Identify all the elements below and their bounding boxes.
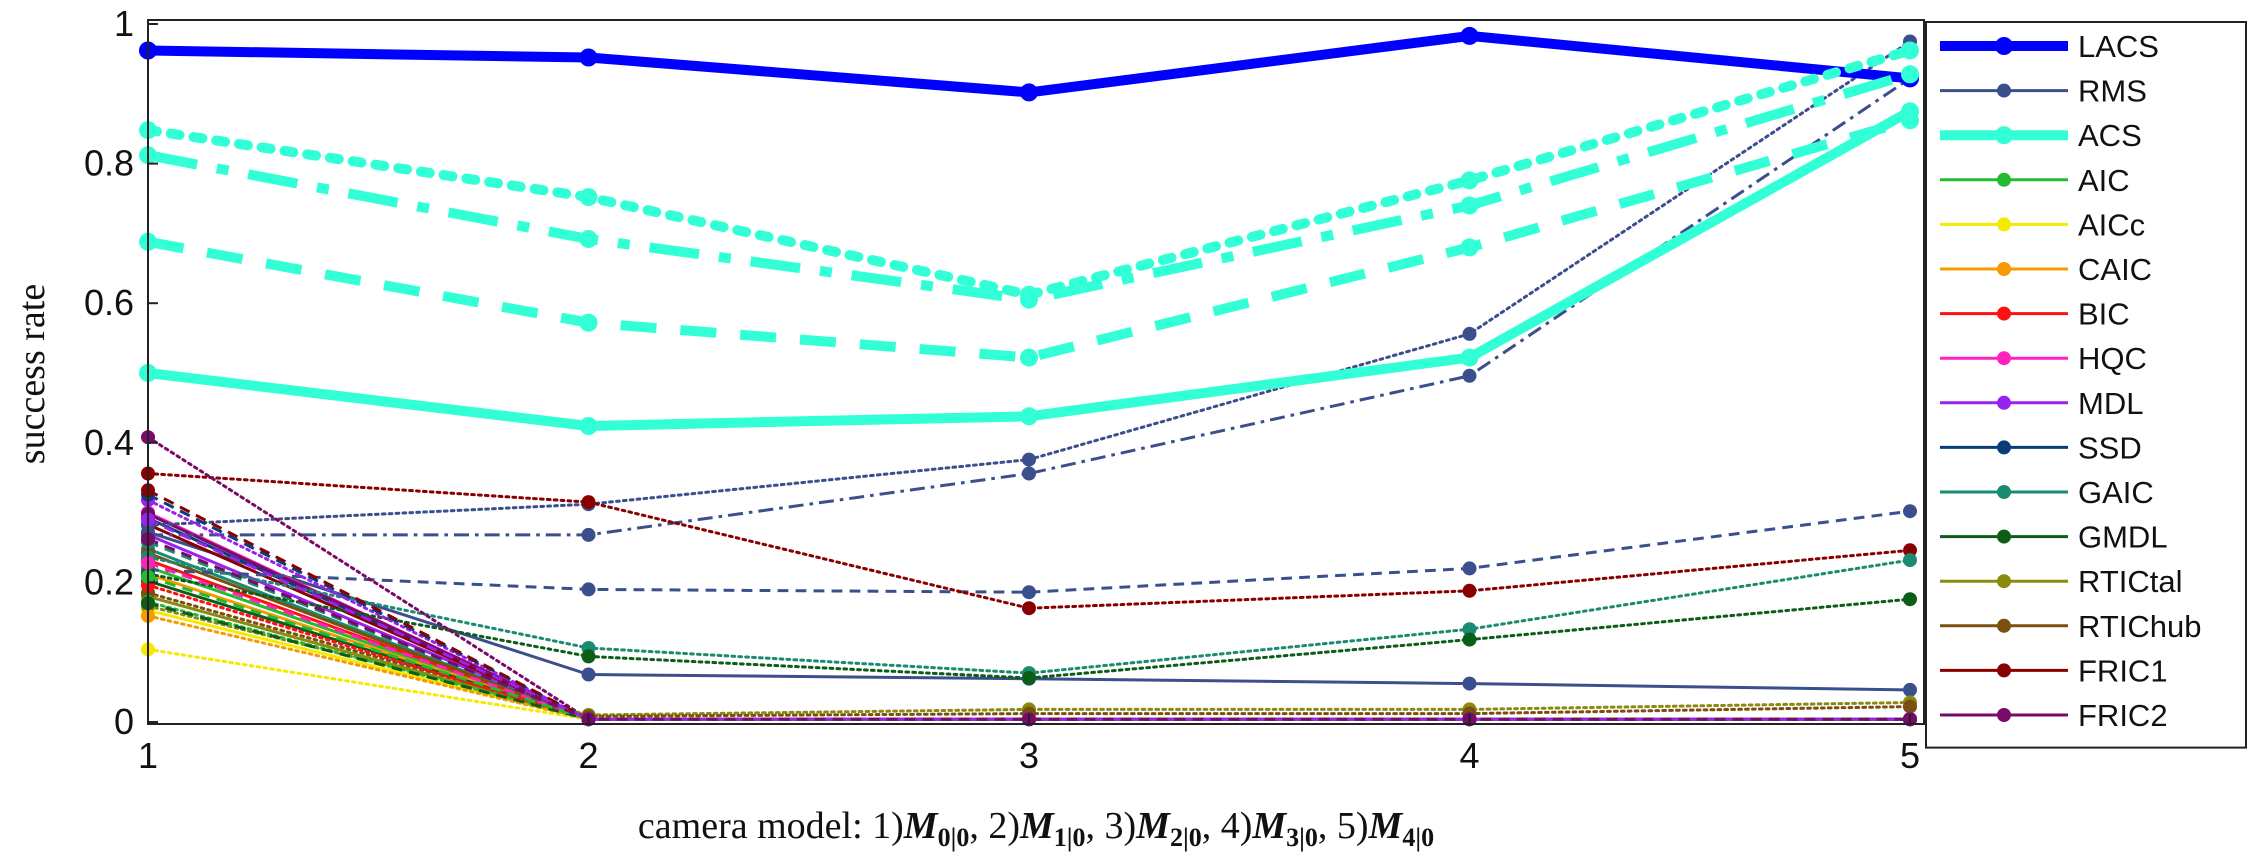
legend-marker bbox=[1997, 217, 2011, 232]
series-point bbox=[1903, 543, 1917, 558]
series-point bbox=[1022, 601, 1036, 616]
legend-marker bbox=[1997, 708, 2011, 722]
legend-label: ACS bbox=[2078, 118, 2142, 153]
legend-marker bbox=[1997, 395, 2011, 410]
series-point bbox=[1462, 676, 1477, 691]
series-point bbox=[1020, 285, 1038, 304]
legend-marker bbox=[1995, 37, 2013, 55]
x-tick-label: 1 bbox=[138, 735, 158, 776]
legend-marker bbox=[1997, 83, 2011, 98]
series-point bbox=[1903, 592, 1917, 607]
y-tick-label: 0.4 bbox=[84, 422, 134, 463]
series-point bbox=[1903, 504, 1917, 519]
y-tick-label: 0.2 bbox=[84, 561, 134, 602]
series-point bbox=[1460, 196, 1479, 215]
legend-label: FRIC1 bbox=[2078, 653, 2168, 688]
series-point bbox=[1460, 238, 1479, 257]
series-line bbox=[146, 472, 1912, 610]
legend-label: RTIChub bbox=[2078, 609, 2202, 644]
series-point bbox=[1462, 326, 1477, 341]
series-line bbox=[146, 435, 1912, 721]
legend-label: AICc bbox=[2078, 207, 2145, 242]
series-point bbox=[1020, 83, 1038, 102]
y-tick-label: 0.6 bbox=[84, 282, 134, 323]
legend-marker bbox=[1995, 126, 2013, 145]
legend-label: RMS bbox=[2078, 74, 2147, 109]
legend-label: SSD bbox=[2078, 430, 2142, 465]
legend-label: MDL bbox=[2078, 386, 2143, 421]
series-point bbox=[579, 313, 598, 332]
axes: 1 2 3 4 5 0 0.2 0.4 0.6 0.8 1 bbox=[84, 3, 1925, 776]
legend-label: FRIC2 bbox=[2078, 698, 2168, 733]
series-point bbox=[1022, 452, 1036, 467]
series-point bbox=[1901, 65, 1919, 84]
legend-label: CAIC bbox=[2078, 252, 2152, 287]
x-tick-label: 5 bbox=[1900, 735, 1920, 776]
legend-marker bbox=[1997, 529, 2011, 544]
series-point bbox=[581, 667, 596, 682]
series-point bbox=[1460, 348, 1479, 367]
y-axis-title: success rate bbox=[11, 284, 53, 464]
series-point bbox=[1901, 41, 1919, 60]
legend-label: HQC bbox=[2078, 341, 2147, 376]
y-tick-label: 0.8 bbox=[84, 143, 134, 184]
legend-marker bbox=[1997, 485, 2011, 499]
series-point bbox=[579, 417, 598, 435]
x-tick-label: 4 bbox=[1459, 735, 1479, 776]
series-point bbox=[1460, 171, 1479, 190]
series-point bbox=[1022, 585, 1036, 600]
legend-marker bbox=[1997, 262, 2011, 276]
legend-marker bbox=[1997, 306, 2011, 321]
legend-marker bbox=[1997, 618, 2011, 633]
series-point bbox=[1903, 553, 1917, 568]
legend-marker bbox=[1997, 172, 2011, 187]
series-point bbox=[1903, 699, 1917, 714]
series-point bbox=[579, 230, 598, 248]
legend-label: GAIC bbox=[2078, 475, 2154, 510]
series-point bbox=[1020, 348, 1038, 367]
series-point bbox=[1462, 632, 1477, 647]
series-point bbox=[1462, 622, 1477, 637]
y-tick-label: 1 bbox=[114, 3, 134, 44]
series-point bbox=[579, 188, 598, 207]
plot-frame bbox=[147, 19, 1925, 725]
series-line bbox=[147, 509, 1911, 594]
series-point bbox=[581, 649, 596, 664]
series-point bbox=[581, 582, 596, 597]
series-point bbox=[1460, 26, 1479, 45]
legend-label: RTICtal bbox=[2078, 564, 2183, 599]
series-point bbox=[1462, 561, 1477, 576]
y-tick-label: 0 bbox=[114, 701, 134, 742]
series-line bbox=[147, 537, 1910, 721]
series-point bbox=[1020, 407, 1038, 426]
legend-label: AIC bbox=[2078, 163, 2130, 198]
legend-marker bbox=[1997, 440, 2011, 455]
x-tick-label: 3 bbox=[1019, 735, 1039, 776]
legend-label: GMDL bbox=[2078, 520, 2168, 555]
series-point bbox=[1901, 111, 1919, 130]
series-point bbox=[1462, 368, 1477, 383]
legend-marker bbox=[1997, 663, 2011, 678]
legend: LACS RMS ACS AIC AICc CAIC BIC HQC MDL SSD GAIC GMD… bbox=[1925, 21, 2247, 749]
series-point bbox=[1462, 583, 1477, 598]
legend-label: BIC bbox=[2078, 297, 2130, 332]
series-point bbox=[1022, 466, 1036, 481]
x-axis-title: camera model: 1)M0|0, 2)M1|0, 3)M2|0, 4)… bbox=[638, 805, 1434, 852]
legend-label: LACS bbox=[2078, 29, 2159, 64]
series-point bbox=[1022, 671, 1036, 685]
series-point bbox=[1903, 682, 1917, 697]
legend-marker bbox=[1997, 351, 2011, 366]
series-point bbox=[581, 527, 596, 542]
legend-marker bbox=[1997, 574, 2011, 589]
x-tick-label: 2 bbox=[578, 735, 598, 776]
series-point bbox=[581, 495, 596, 510]
series-point bbox=[579, 48, 598, 67]
